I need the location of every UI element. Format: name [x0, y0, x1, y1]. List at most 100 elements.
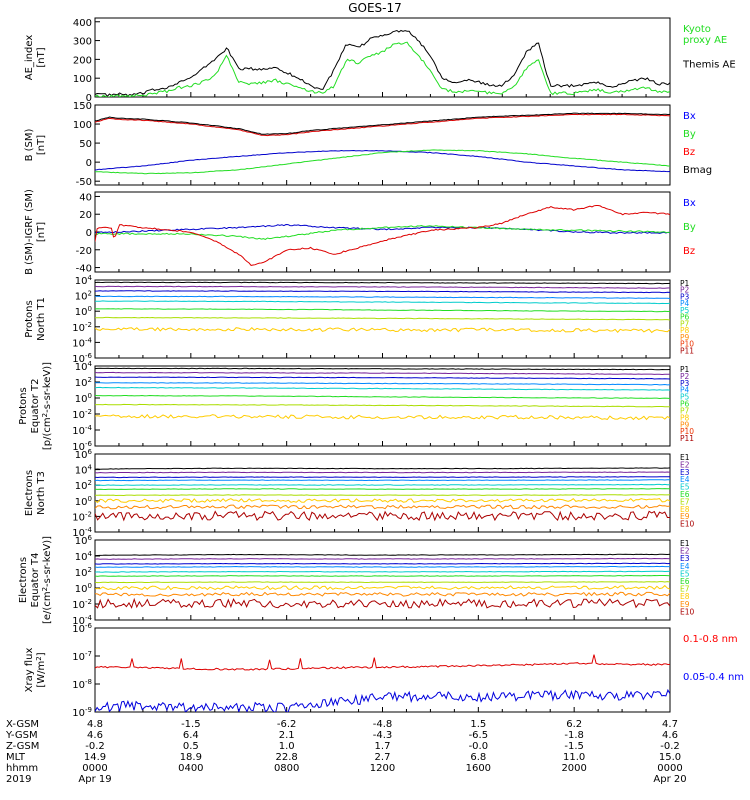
legend-entry: P4 — [680, 386, 690, 395]
legend-entry: P6 — [680, 400, 690, 409]
legend-entry: E10 — [680, 520, 695, 529]
x-row-value: -1.5 — [564, 741, 584, 752]
legend-entry: Bx — [683, 111, 696, 122]
y-tick-label: 10-9 — [72, 706, 92, 719]
legend-entry: P2 — [680, 372, 690, 381]
y-tick-label: 104 — [75, 550, 93, 563]
series-line-themis-ae — [95, 29, 670, 97]
series-line-bmag — [95, 112, 670, 135]
y-tick-label: 10-2 — [72, 408, 92, 421]
y-tick-label: 106 — [75, 534, 93, 547]
y-tick-label: -50 — [76, 177, 92, 188]
x-row-value: 1.0 — [279, 741, 295, 752]
x-row-value: 4.6 — [87, 730, 103, 741]
series-line-bx — [95, 149, 670, 173]
x-row-label: hhmm — [6, 763, 38, 774]
x-row-value: 2000 — [561, 763, 586, 774]
legend-entry: 0.05-0.4 nm — [683, 672, 744, 683]
series-line-bz — [95, 205, 670, 266]
legend-entry: E5 — [680, 483, 690, 492]
series-line-p5 — [95, 300, 670, 305]
series-group — [95, 654, 670, 712]
x-row-value: -1.5 — [181, 719, 201, 730]
series-group — [95, 367, 670, 421]
series-line-e1 — [95, 553, 670, 557]
series-group — [95, 29, 670, 97]
legend-entry: P3 — [680, 292, 690, 301]
legend-entry: P2 — [680, 286, 690, 295]
legend-entry: P1 — [680, 279, 690, 288]
y-tick-label: 10-6 — [72, 622, 92, 635]
series-line-e3 — [95, 476, 670, 479]
panel-frame — [94, 539, 671, 621]
x-row-label: X-GSM — [6, 719, 39, 730]
x-row-value: 1.5 — [470, 719, 486, 730]
x-row-value: -4.8 — [373, 719, 393, 730]
x-row-value: -1.8 — [564, 730, 584, 741]
chart-title: GOES-17 — [348, 1, 402, 15]
series-line-p3 — [95, 376, 670, 380]
x-row-value: -0.0 — [469, 741, 489, 752]
series-line-p8 — [95, 327, 670, 334]
y-axis-label: B (SM) — [24, 128, 35, 161]
x-row-value: 0000 — [82, 763, 107, 774]
y-tick-label: 400 — [73, 18, 92, 29]
series-line-0-05-0-4-nm — [95, 688, 670, 712]
y-axis-label: Xray flux — [24, 648, 35, 693]
series-line-p4 — [95, 295, 670, 299]
x-row-label: Z-GSM — [6, 741, 39, 752]
y-tick-label: 106 — [75, 448, 93, 461]
series-line-p1 — [95, 367, 670, 371]
legend-entry: E3 — [680, 468, 690, 477]
legend-entry: P11 — [680, 346, 694, 355]
y-tick-label: -20 — [76, 246, 92, 257]
legend-entry: P9 — [680, 333, 690, 342]
legend-entry: E1 — [680, 539, 690, 548]
y-tick-label: 102 — [75, 376, 92, 389]
series-line-e1 — [95, 467, 670, 470]
y-axis-label: [e/(cm2-s-sr-keV)] — [41, 536, 53, 624]
date-end: Apr 20 — [653, 774, 686, 785]
series-group — [95, 205, 670, 266]
legend-entry: P3 — [680, 379, 690, 388]
x-row-value: 11.0 — [563, 752, 585, 763]
y-axis-label: Protons — [18, 387, 29, 424]
x-row-value: 14.9 — [84, 752, 106, 763]
series-group — [95, 467, 670, 522]
series-line-e8 — [95, 584, 670, 591]
panel-8: 10-9 10-8 10-7 10-6 Xray flux [W/m2] 0.1-0.8 n… — [24, 622, 744, 719]
legend-entry: Themis AE — [682, 60, 736, 71]
y-tick-label: 50 — [79, 139, 92, 150]
legend-entry: P9 — [680, 420, 690, 429]
y-axis-label: Protons — [24, 300, 35, 337]
x-row-value: 0000 — [657, 763, 682, 774]
legend-entry: P4 — [680, 299, 690, 308]
y-tick-label: 100 — [75, 305, 92, 318]
legend-entry: P5 — [680, 306, 690, 315]
series-line-by — [95, 224, 670, 240]
y-axis-label: [nT] — [36, 135, 47, 155]
series-line-e2 — [95, 557, 670, 560]
y-tick-label: 104 — [75, 464, 93, 477]
y-tick-label: 200 — [73, 55, 92, 66]
legend-entry: By — [683, 129, 696, 140]
legend-entry: E6 — [680, 577, 690, 586]
series-line-bx — [95, 223, 670, 234]
series-line-p6 — [95, 308, 670, 313]
x-row-value: 2.1 — [279, 730, 295, 741]
series-line-e4 — [95, 565, 670, 568]
y-axis-label: Equator T2 — [30, 379, 41, 434]
y-tick-label: 100 — [73, 74, 92, 85]
y-tick-label: 10-2 — [72, 321, 92, 334]
y-tick-label: 10-8 — [72, 678, 92, 691]
series-line-e3 — [95, 562, 670, 565]
series-line-by — [95, 149, 670, 175]
y-tick-label: 10-2 — [72, 598, 92, 611]
series-line-e5 — [95, 570, 670, 573]
x-row-value: 15.0 — [659, 752, 681, 763]
series-line-0-1-0-8-nm — [95, 654, 670, 671]
y-tick-label: 150 — [73, 101, 92, 112]
legend-entry: Bmag — [683, 165, 712, 176]
